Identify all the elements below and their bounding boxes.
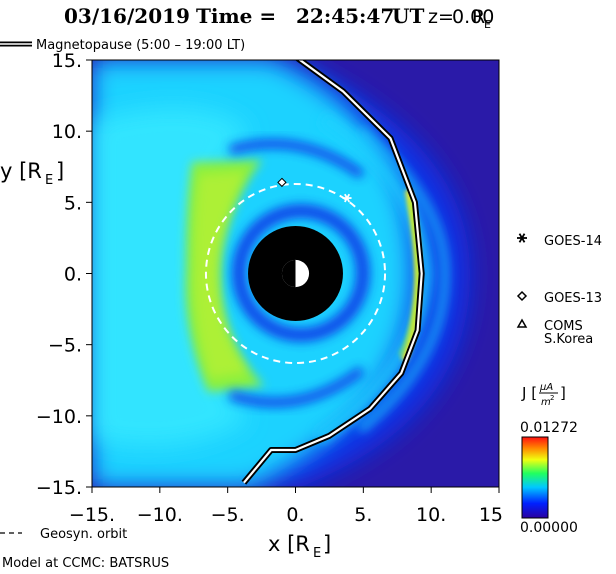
x-tick-label: 5. — [354, 504, 372, 526]
legend-goes13: GOES-13 — [516, 290, 602, 306]
y-tick-label: 10. — [52, 121, 82, 143]
y-axis-label-base: y [R — [0, 159, 42, 183]
y-axis-label: y [R E ] — [0, 159, 64, 188]
x-tick-label: 0. — [286, 504, 304, 526]
title-z-unit-sub: E — [484, 18, 491, 31]
y-tick-label: −10. — [36, 406, 82, 428]
x-tick-label: −10. — [137, 504, 183, 526]
legend-magnetopause-label: Magnetopause (5:00 – 19:00 LT) — [36, 38, 245, 53]
y-tick-label: 5. — [64, 192, 82, 214]
y-axis-label-sub: E — [45, 173, 53, 188]
y-axis-ticks: 15. 10. 5. 0. −5. −10. −15. — [36, 50, 92, 499]
x-tick-label: 15 — [479, 504, 503, 526]
diamond-icon — [516, 290, 528, 302]
colorbar: J [ μA m 2 ] 0.01272 0.00000 — [520, 382, 578, 536]
triangle-icon — [516, 318, 528, 328]
colorbar-label-base: J [ — [521, 384, 537, 402]
asterisk-icon — [517, 233, 527, 243]
x-tick-label: −5. — [211, 504, 245, 526]
title-date: 03/16/2019 — [64, 4, 190, 28]
legend-goes14: GOES-14 — [517, 233, 602, 249]
colorbar-max-label: 0.01272 — [520, 420, 578, 436]
y-tick-label: −15. — [36, 477, 82, 499]
legend-coms-label: COMS — [544, 319, 583, 334]
colorbar-label-den-sup: 2 — [550, 394, 554, 402]
blue-arc-north — [228, 138, 365, 180]
legend-geosyn: Geosyn. orbit — [0, 527, 127, 542]
inner-blue-ring — [232, 204, 370, 342]
title-time-unit: UT — [392, 4, 424, 28]
chart-title: 03/16/2019 Time = 22:45:47 UT z= 0.00 R … — [64, 4, 494, 31]
legend-magnetopause: Magnetopause (5:00 – 19:00 LT) — [0, 38, 245, 53]
x-axis-label-close: ] — [323, 532, 331, 556]
x-tick-label: 10. — [416, 504, 446, 526]
x-axis-label-base: x [R — [268, 532, 310, 556]
y-tick-label: 15. — [52, 50, 82, 72]
x-axis-label: x [R E ] — [268, 532, 331, 561]
magnetopause-line — [243, 60, 423, 484]
geosyn-orbit-circle — [204, 182, 387, 365]
legend-goes14-label: GOES-14 — [544, 234, 602, 249]
colorbar-label-close: ] — [560, 384, 566, 402]
legend-coms: COMS S.Korea — [516, 318, 593, 347]
colorbar-gradient — [521, 436, 549, 519]
blue-arc-south — [228, 366, 366, 408]
colorbar-label-den: m — [541, 397, 551, 408]
colorbar-min-label: 0.00000 — [520, 520, 578, 536]
footer-model-label: Model at CCMC: BATSRUS — [2, 556, 169, 571]
goes14-marker — [342, 193, 352, 203]
x-axis-label-sub: E — [313, 546, 321, 561]
goes13-marker — [277, 177, 287, 188]
title-z-value: 0.00 — [452, 6, 494, 28]
legend-goes13-label: GOES-13 — [544, 291, 602, 306]
x-axis-ticks: −15. −10. −5. 0. 5. 10. 15 — [69, 487, 503, 526]
earth-icon — [281, 259, 310, 288]
cyan-band-inner — [313, 111, 435, 445]
legend-geosyn-label: Geosyn. orbit — [40, 527, 127, 542]
yellow-green-region — [193, 172, 248, 378]
satellite-legend: GOES-14 GOES-13 COMS S.Korea — [516, 233, 602, 347]
y-tick-label: 0. — [64, 264, 82, 286]
title-time-label: Time = — [196, 4, 276, 28]
title-time: 22:45:47 — [296, 4, 394, 28]
title-z-unit: R — [472, 6, 485, 28]
y-axis-label-close: ] — [56, 159, 64, 183]
y-tick-label: −5. — [48, 335, 82, 357]
colorbar-label-num: μA — [539, 382, 553, 393]
title-z-label: z= — [428, 6, 454, 28]
legend-coms-sublabel: S.Korea — [544, 332, 593, 347]
x-tick-label: −15. — [69, 504, 115, 526]
